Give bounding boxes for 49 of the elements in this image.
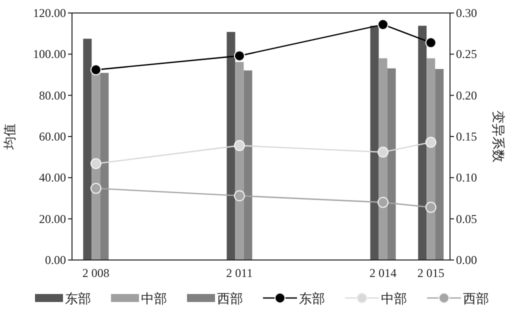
- legend-label: 东部: [65, 291, 91, 306]
- y2-tick-label: 0.20: [456, 88, 477, 102]
- point: [234, 190, 245, 202]
- point: [90, 158, 102, 170]
- y-tick-label: 80.00: [39, 88, 66, 102]
- y-axis-title: 均值: [2, 124, 17, 150]
- point: [234, 50, 245, 62]
- point: [378, 146, 389, 158]
- bar: [435, 68, 444, 260]
- bar: [378, 58, 388, 260]
- point: [425, 37, 436, 48]
- bar: [244, 70, 252, 260]
- legend-label: 西部: [463, 291, 489, 306]
- point: [378, 196, 389, 208]
- legend-label: 中部: [381, 291, 407, 306]
- point: [425, 202, 436, 213]
- legend-label: 中部: [141, 291, 167, 306]
- point: [234, 140, 245, 152]
- x-tick-label: 2 011: [226, 266, 253, 280]
- point: [90, 64, 102, 76]
- y-tick-label: 100.00: [33, 47, 66, 62]
- y2-tick-label: 0.15: [456, 130, 477, 144]
- y2-tick-label: 0.10: [456, 170, 477, 185]
- y-tick-label: 0.00: [45, 253, 66, 267]
- x-tick-label: 2 014: [370, 266, 397, 280]
- bar: [387, 68, 396, 260]
- bar: [426, 58, 436, 260]
- x-tick-label: 2 008: [82, 266, 110, 280]
- bar: [83, 38, 92, 260]
- bar: [235, 62, 244, 260]
- y2-tick-label: 0.05: [456, 212, 477, 226]
- bar: [418, 26, 427, 260]
- point: [90, 182, 102, 194]
- y2-tick-label: 0.25: [456, 47, 477, 62]
- y2-axis-title: 变异系数: [491, 110, 506, 162]
- point: [378, 19, 389, 30]
- y2-tick-label: 0.30: [456, 6, 477, 20]
- y-tick-label: 60.00: [39, 130, 66, 144]
- legend-label: 东部: [299, 291, 325, 306]
- y-tick-label: 120.00: [33, 6, 66, 20]
- bar: [226, 32, 236, 260]
- bar: [100, 72, 109, 260]
- y-tick-label: 40.00: [39, 170, 66, 185]
- x-tick-label: 2 015: [417, 266, 444, 280]
- point: [425, 136, 436, 148]
- y-tick-label: 20.00: [39, 212, 66, 226]
- legend-label: 西部: [217, 291, 243, 306]
- y2-tick-label: 0.00: [456, 253, 477, 267]
- bar: [370, 26, 379, 260]
